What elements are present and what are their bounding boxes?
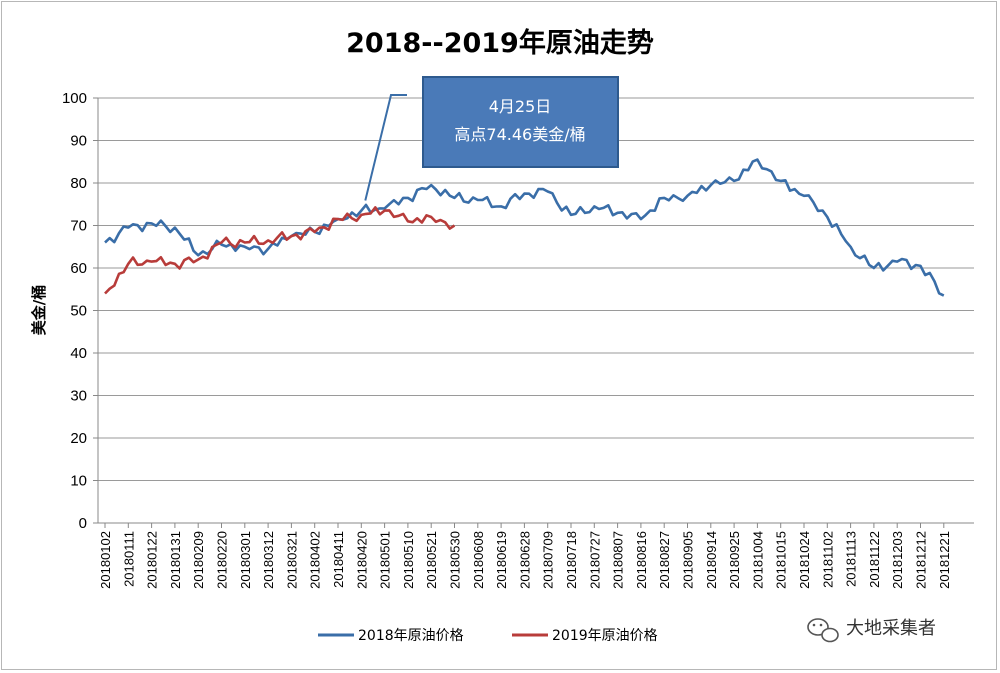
x-tick-label: 20180709 bbox=[541, 531, 556, 589]
annotation-box bbox=[422, 76, 619, 168]
y-tick-label: 50 bbox=[70, 303, 87, 320]
y-tick-label: 70 bbox=[70, 218, 87, 235]
x-tick-label: 20181004 bbox=[750, 531, 765, 589]
x-tick-label: 20180619 bbox=[494, 531, 509, 589]
x-tick-label: 20180510 bbox=[401, 531, 416, 589]
y-axis-label: 美金/桶 bbox=[30, 285, 48, 335]
annotation-leader-line bbox=[364, 94, 407, 201]
x-tick-label: 20180321 bbox=[284, 531, 299, 589]
watermark-text: 大地采集者 bbox=[846, 618, 936, 639]
y-tick-label: 40 bbox=[70, 345, 87, 362]
x-tick-label: 20180718 bbox=[564, 531, 579, 589]
x-tick-label: 20180420 bbox=[354, 531, 369, 589]
x-tick-label: 20180209 bbox=[191, 531, 206, 589]
y-tick-label: 30 bbox=[70, 388, 87, 405]
x-tick-label: 20180925 bbox=[727, 531, 742, 589]
x-tick-label: 20181113 bbox=[844, 531, 859, 587]
y-axis-ticks: 0 10 20 30 40 50 60 70 80 90 100 bbox=[62, 90, 87, 532]
x-tick-label: 20180402 bbox=[308, 531, 323, 589]
legend: 2018年原油价格 2019年原油价格 bbox=[318, 628, 658, 644]
y-tick-label: 10 bbox=[70, 473, 87, 490]
legend-label-2019: 2019年原油价格 bbox=[552, 628, 658, 644]
x-tick-label: 20180501 bbox=[378, 531, 393, 589]
x-tick-label: 20180628 bbox=[517, 531, 532, 589]
chart-title: 2018--2019年原油走势 bbox=[346, 27, 654, 59]
x-tick-label: 20181015 bbox=[774, 531, 789, 589]
x-tick-label: 20180807 bbox=[611, 531, 626, 589]
x-tick-label: 20180827 bbox=[657, 531, 672, 589]
x-tick-label: 20180111 bbox=[121, 531, 136, 587]
x-tick-label: 20180131 bbox=[168, 531, 183, 589]
y-tick-label: 100 bbox=[62, 90, 87, 107]
annotation-callout: 4月25日 高点74.46美金/桶 bbox=[364, 76, 619, 201]
legend-label-2018: 2018年原油价格 bbox=[358, 628, 464, 644]
annotation-line2: 高点74.46美金/桶 bbox=[454, 125, 585, 144]
x-tick-label: 20180914 bbox=[704, 531, 719, 589]
watermark: 大地采集者 bbox=[807, 618, 936, 643]
x-tick-label: 20180220 bbox=[215, 531, 230, 589]
annotation-line1: 4月25日 bbox=[489, 97, 552, 116]
x-tick-label: 20180727 bbox=[587, 531, 602, 589]
x-tick-label: 20180312 bbox=[261, 531, 276, 589]
x-tick-label: 20181203 bbox=[890, 531, 905, 589]
x-tick-label: 20180816 bbox=[634, 531, 649, 589]
x-tick-label: 20180301 bbox=[238, 531, 253, 589]
y-tick-label: 20 bbox=[70, 430, 87, 447]
x-tick-label: 20181221 bbox=[937, 531, 952, 589]
y-tick-label: 90 bbox=[70, 133, 87, 150]
y-tick-label: 0 bbox=[79, 515, 87, 532]
x-tick-label: 20181122 bbox=[867, 531, 882, 588]
x-tick-label: 20180530 bbox=[448, 531, 463, 589]
x-tick-label: 20180411 bbox=[331, 531, 346, 588]
x-tick-label: 20180521 bbox=[424, 531, 439, 589]
y-tick-label: 60 bbox=[70, 260, 87, 277]
x-tick-label: 20181024 bbox=[797, 531, 812, 589]
x-tick-label: 20180102 bbox=[98, 531, 113, 589]
x-tick-label: 20180122 bbox=[145, 531, 160, 589]
x-tick-label: 20180608 bbox=[471, 531, 486, 589]
x-tick-label: 20181102 bbox=[820, 531, 835, 588]
series-layer bbox=[104, 158, 945, 297]
y-tick-label: 80 bbox=[70, 175, 87, 192]
x-tick-label: 20180905 bbox=[681, 531, 696, 589]
series-line-2019 bbox=[104, 206, 456, 295]
x-tick-label: 20181212 bbox=[914, 531, 929, 589]
series-line-2018 bbox=[104, 158, 945, 297]
x-axis-ticks: 20180102 20180111 20180122 20180131 20180209… bbox=[98, 523, 952, 589]
wechat-icon bbox=[807, 618, 839, 643]
